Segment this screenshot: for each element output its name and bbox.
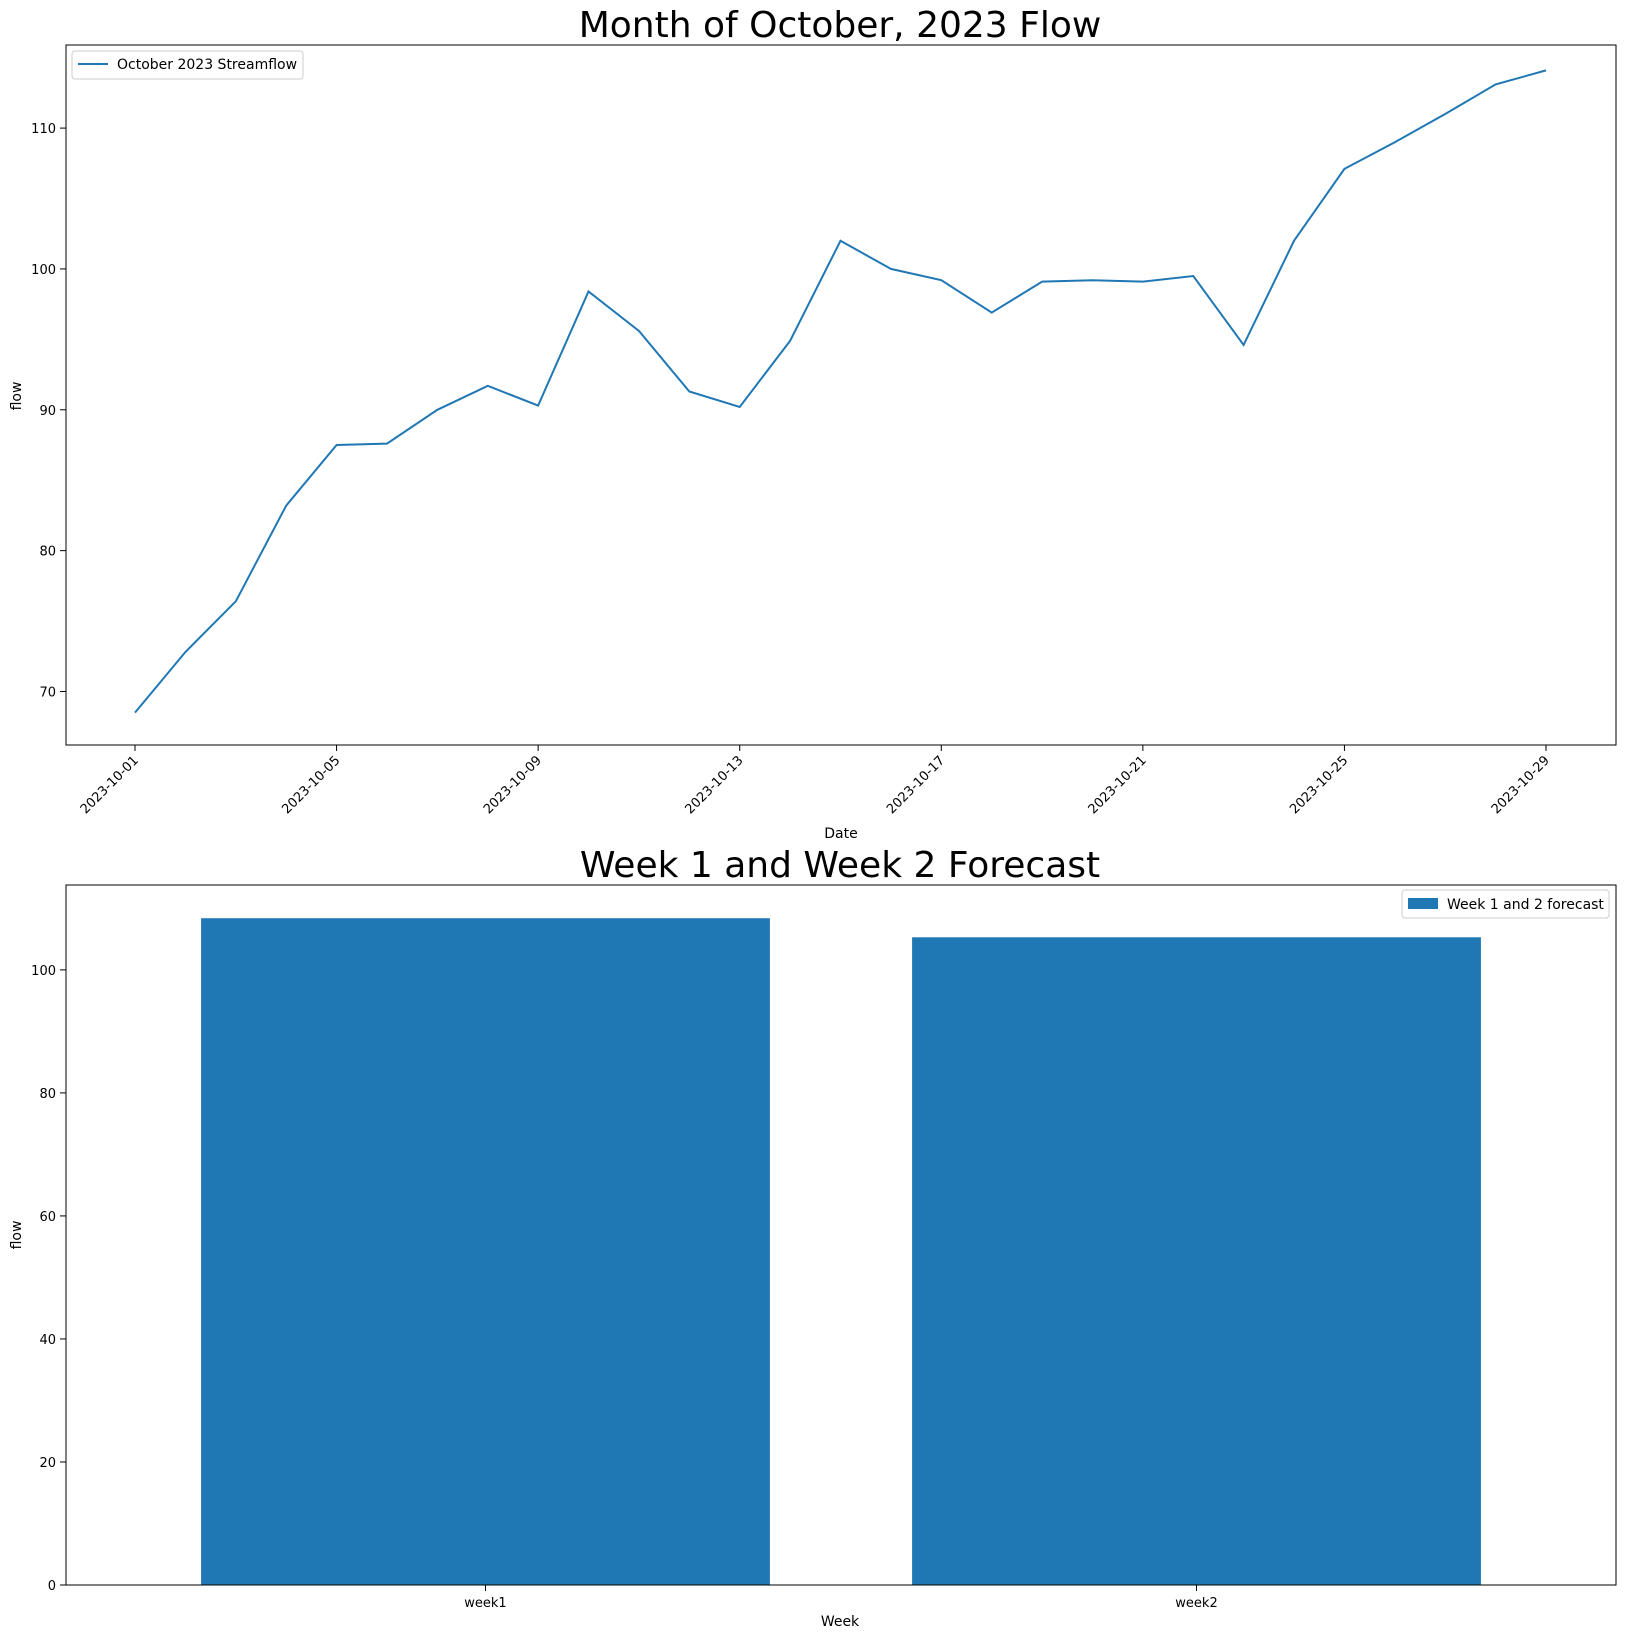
y-axis-label: flow xyxy=(9,1221,25,1250)
x-axis: week1 week2 xyxy=(464,1585,1218,1611)
legend-label: October 2023 Streamflow xyxy=(117,57,297,73)
chart-title: Week 1 and Week 2 Forecast xyxy=(580,845,1100,886)
y-tick-label: 100 xyxy=(31,263,56,278)
series-line xyxy=(134,69,1547,714)
y-tick-label: 110 xyxy=(31,122,56,137)
bar-week1 xyxy=(201,918,770,1585)
legend-label: Week 1 and 2 forecast xyxy=(1447,897,1604,913)
y-tick-label: 20 xyxy=(39,1456,56,1471)
legend-frame xyxy=(1401,889,1610,919)
x-axis-label: Date xyxy=(824,826,857,842)
plot-frame xyxy=(65,44,1617,746)
y-tick-label: 80 xyxy=(39,1087,56,1102)
chart-title: Month of October, 2023 Flow xyxy=(579,5,1102,46)
x-axis-label: Week xyxy=(821,1614,860,1630)
legend: October 2023 Streamflow xyxy=(71,50,304,80)
legend-frame xyxy=(71,50,304,80)
y-axis: 0 20 40 60 80 100 xyxy=(31,964,66,1594)
y-axis: 70 80 90 100 110 xyxy=(31,122,66,700)
y-axis-label: flow xyxy=(9,382,25,411)
y-tick-label: 0 xyxy=(48,1579,56,1594)
legend-swatch xyxy=(1408,898,1438,909)
y-tick-label: 100 xyxy=(31,964,56,979)
x-tick-label: week2 xyxy=(1175,1596,1217,1611)
y-tick-label: 70 xyxy=(39,685,56,700)
legend: Week 1 and 2 forecast xyxy=(1401,889,1610,919)
y-tick-label: 80 xyxy=(39,545,56,560)
bars xyxy=(201,918,1481,1585)
plot-frame xyxy=(65,884,1617,1586)
bar-week2 xyxy=(912,937,1481,1585)
y-tick-label: 90 xyxy=(39,404,56,419)
bar-chart: Week 1 and Week 2 Forecast 020406080100 … xyxy=(9,845,1617,1630)
x-tick-label: week1 xyxy=(464,1596,506,1611)
y-tick-label: 60 xyxy=(39,1210,56,1225)
y-tick-label: 40 xyxy=(39,1333,56,1348)
